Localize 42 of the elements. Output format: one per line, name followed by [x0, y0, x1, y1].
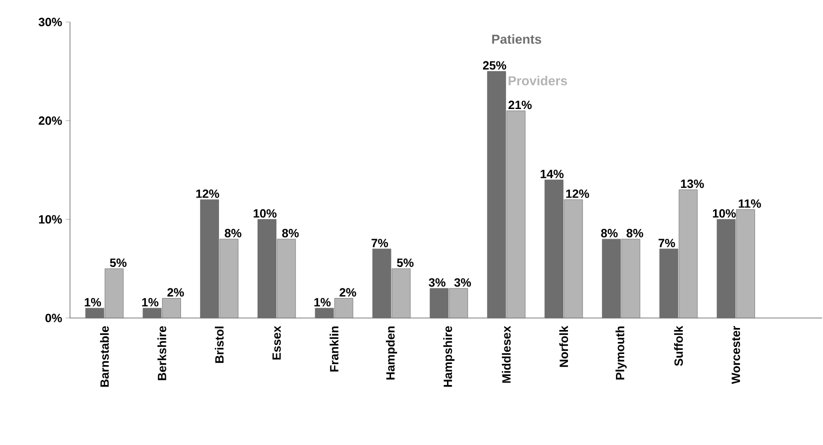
data-label: 12% [566, 189, 590, 198]
y-tick-label: 10% [39, 215, 62, 224]
series-label: Providers [508, 76, 568, 86]
x-tick-label: Plymouth [616, 326, 627, 380]
x-tick-label: Hampshire [443, 326, 454, 387]
x-tick-label: Norfolk [559, 326, 568, 367]
data-label: 11% [738, 199, 761, 208]
data-label: 7% [372, 238, 388, 248]
data-label: 1% [142, 298, 158, 306]
x-tick-label: Berkshire [157, 326, 166, 380]
data-label: 8% [224, 228, 242, 238]
x-tick-label: Essex [272, 326, 281, 360]
data-label: 25% [482, 61, 506, 70]
data-label: 10% [254, 209, 277, 218]
data-label: 14% [540, 170, 564, 178]
x-tick-label: Barnstable [100, 326, 109, 387]
data-label: 10% [712, 209, 736, 218]
data-label: 8% [282, 228, 299, 238]
data-label: 21% [508, 100, 532, 110]
data-label: 12% [196, 189, 220, 198]
y-tick-label: 0% [45, 314, 62, 322]
data-label: 2% [167, 288, 184, 297]
data-label: 3% [454, 278, 471, 287]
data-label: 8% [601, 228, 618, 238]
data-label: 5% [396, 258, 414, 267]
x-tick-label: Hampden [386, 326, 398, 380]
data-label: 5% [110, 258, 127, 267]
x-tick-label: Worcester [732, 326, 740, 384]
data-label: 1% [84, 298, 102, 306]
data-label: 3% [428, 278, 446, 287]
x-tick-label: Franklin [330, 326, 338, 372]
x-tick-label: Middlesex [502, 326, 511, 383]
data-label: 2% [340, 288, 356, 297]
data-label: 7% [658, 238, 676, 248]
y-tick-label: 30% [38, 18, 62, 26]
text: Patients [492, 34, 542, 44]
data-label: 1% [314, 298, 331, 306]
x-tick-label: Suffolk [674, 326, 683, 366]
data-label: 8% [626, 228, 644, 238]
data-label: 13% [681, 180, 704, 188]
y-tick-label: 20% [38, 116, 62, 125]
x-tick-label: Bristol [214, 326, 224, 363]
